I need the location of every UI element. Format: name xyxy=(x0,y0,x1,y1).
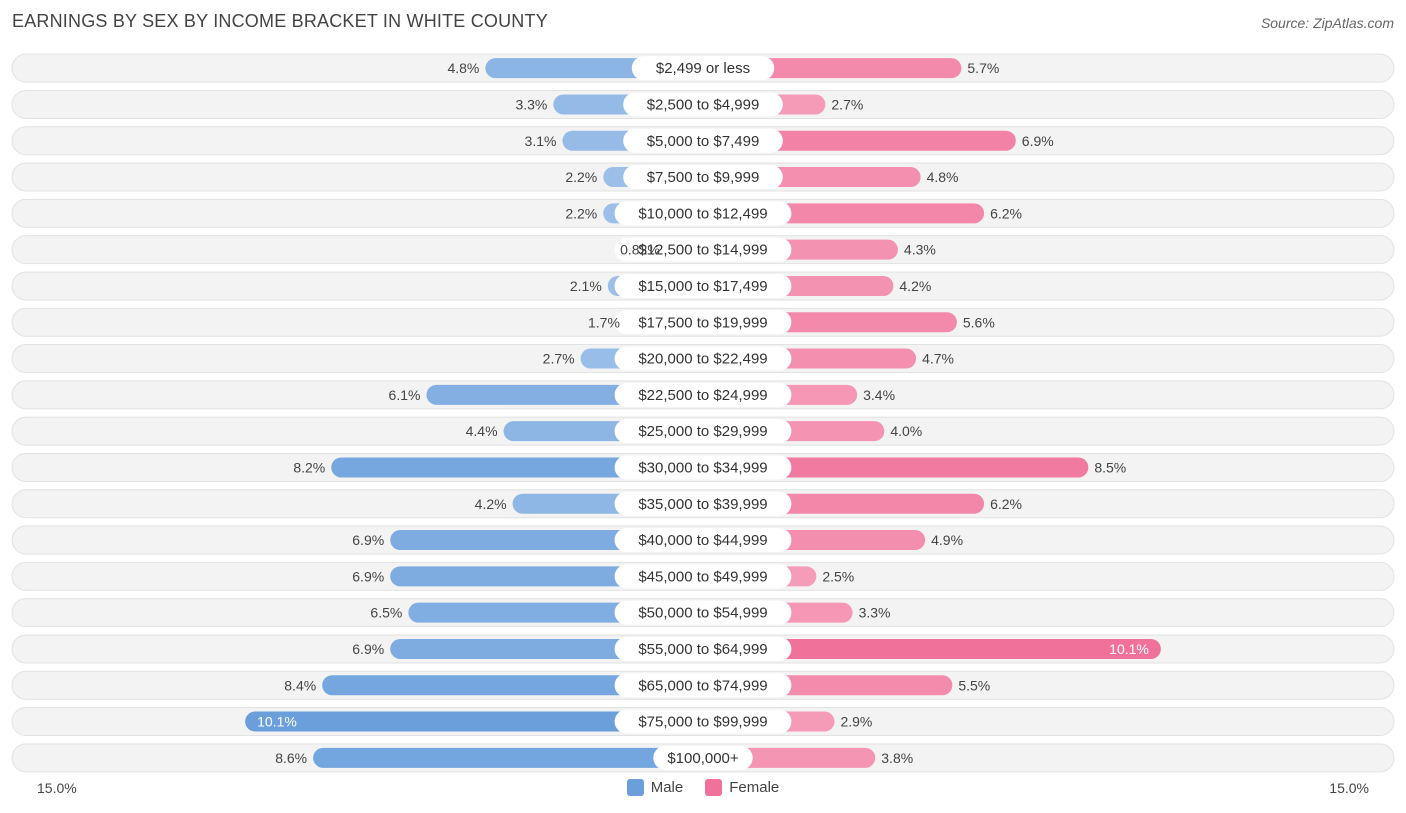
value-label-male: 2.2% xyxy=(565,205,597,221)
value-label-male: 2.2% xyxy=(565,169,597,185)
value-label-female: 2.7% xyxy=(831,96,863,112)
value-label-female: 5.6% xyxy=(963,314,995,330)
value-label-female: 6.9% xyxy=(1022,133,1054,149)
chart-title: EARNINGS BY SEX BY INCOME BRACKET IN WHI… xyxy=(12,11,548,31)
value-label-female: 4.8% xyxy=(927,169,959,185)
category-label-bg xyxy=(614,564,792,589)
value-label-female: 4.0% xyxy=(890,423,922,439)
category-label-bg xyxy=(653,745,753,770)
value-label-male: 8.2% xyxy=(293,459,325,475)
category-label: $12,500 to $14,999 xyxy=(638,242,767,259)
category-label: $2,500 to $4,999 xyxy=(647,96,760,113)
value-label-female: 4.2% xyxy=(899,278,931,294)
category-label-bg xyxy=(614,600,792,625)
legend-swatch-male xyxy=(626,779,644,796)
category-label: $50,000 to $54,999 xyxy=(638,605,767,622)
value-label-male: 3.1% xyxy=(525,133,557,149)
category-label-bg xyxy=(614,201,792,226)
value-label-female: 2.9% xyxy=(840,714,872,730)
value-label-female: 5.5% xyxy=(958,677,990,693)
category-label-bg xyxy=(614,273,792,298)
value-label-male: 6.1% xyxy=(389,387,421,403)
category-label: $35,000 to $39,999 xyxy=(638,496,767,513)
value-label-male: 6.9% xyxy=(352,568,384,584)
bar-female[interactable] xyxy=(693,638,1161,659)
legend-swatch-female xyxy=(705,779,723,796)
value-label-male: 2.7% xyxy=(543,351,575,367)
value-label-male: 8.4% xyxy=(284,677,316,693)
value-label-male: 4.8% xyxy=(447,60,479,76)
category-label-bg xyxy=(614,382,792,407)
value-label-male: 10.1% xyxy=(257,714,297,730)
category-label-bg xyxy=(623,128,783,153)
category-label: $17,500 to $19,999 xyxy=(638,314,767,331)
category-label: $5,000 to $7,499 xyxy=(647,133,760,150)
source-credit: Source: ZipAtlas.com xyxy=(1260,15,1394,31)
value-label-female: 6.2% xyxy=(990,205,1022,221)
category-label-bg xyxy=(614,673,792,698)
value-label-female: 6.2% xyxy=(990,496,1022,512)
value-label-male: 6.9% xyxy=(352,532,384,548)
value-label-female: 3.3% xyxy=(859,605,891,621)
legend-item-female[interactable]: Female xyxy=(705,779,779,796)
category-label-bg xyxy=(614,455,792,480)
category-label-bg xyxy=(614,491,792,516)
category-label-bg xyxy=(623,92,783,117)
category-label: $45,000 to $49,999 xyxy=(638,568,767,585)
category-label: $10,000 to $12,499 xyxy=(638,205,767,222)
category-label: $55,000 to $64,999 xyxy=(638,641,767,658)
category-label: $22,500 to $24,999 xyxy=(638,387,767,404)
category-label: $7,500 to $9,999 xyxy=(647,169,760,186)
category-label-bg xyxy=(614,636,792,661)
value-label-male: 0.82% xyxy=(620,242,660,258)
category-label: $2,499 or less xyxy=(656,60,750,77)
bar-male[interactable] xyxy=(245,711,713,732)
category-label-bg xyxy=(614,237,792,262)
value-label-female: 10.1% xyxy=(1109,641,1149,657)
category-label-bg xyxy=(614,419,792,444)
category-label-bg xyxy=(623,165,783,190)
bar-male[interactable] xyxy=(313,747,713,768)
value-label-female: 4.9% xyxy=(931,532,963,548)
category-label: $40,000 to $44,999 xyxy=(638,532,767,549)
category-label: $30,000 to $34,999 xyxy=(638,459,767,476)
bar-female[interactable] xyxy=(693,457,1089,478)
value-label-male: 3.3% xyxy=(515,96,547,112)
legend: Male Female xyxy=(0,779,1406,796)
value-label-female: 3.4% xyxy=(863,387,895,403)
value-label-male: 2.1% xyxy=(570,278,602,294)
category-label: $15,000 to $17,499 xyxy=(638,278,767,295)
value-label-male: 4.2% xyxy=(475,496,507,512)
category-label: $75,000 to $99,999 xyxy=(638,714,767,731)
value-label-female: 5.7% xyxy=(967,60,999,76)
value-label-male: 6.5% xyxy=(370,605,402,621)
value-label-male: 8.6% xyxy=(275,750,307,766)
legend-label-female: Female xyxy=(729,779,780,796)
category-label-bg xyxy=(614,709,792,734)
value-label-female: 4.7% xyxy=(922,351,954,367)
bar-male[interactable] xyxy=(322,675,713,696)
category-label: $20,000 to $22,499 xyxy=(638,351,767,368)
legend-label-male: Male xyxy=(650,779,684,796)
category-label: $100,000+ xyxy=(667,750,739,767)
category-label: $25,000 to $29,999 xyxy=(638,423,767,440)
value-label-male: 1.7% xyxy=(588,314,620,330)
axis-label-left: 15.0% xyxy=(37,780,77,796)
value-label-female: 3.8% xyxy=(881,750,913,766)
legend-item-male[interactable]: Male xyxy=(626,779,684,796)
value-label-female: 2.5% xyxy=(822,568,854,584)
value-label-male: 4.4% xyxy=(466,423,498,439)
category-label-bg xyxy=(631,56,775,81)
value-label-female: 8.5% xyxy=(1094,459,1126,475)
category-label-bg xyxy=(614,310,792,335)
category-label-bg xyxy=(614,528,792,553)
category-label-bg xyxy=(614,346,792,371)
axis-label-right: 15.0% xyxy=(1329,780,1369,796)
value-label-male: 6.9% xyxy=(352,641,384,657)
category-label: $65,000 to $74,999 xyxy=(638,677,767,694)
value-label-female: 4.3% xyxy=(904,242,936,258)
